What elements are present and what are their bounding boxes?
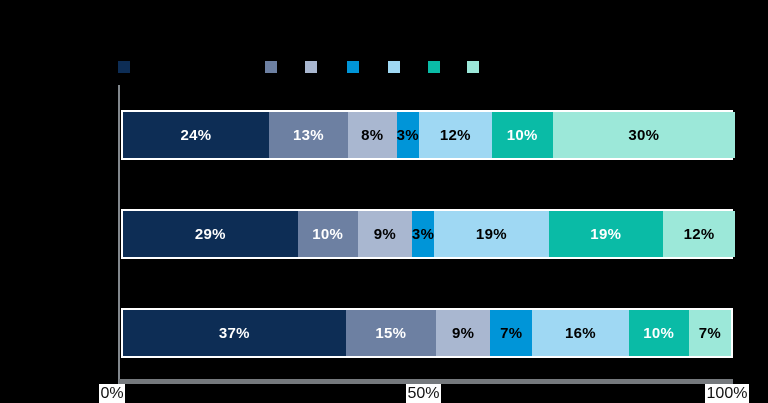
- segment-value-label: 7%: [698, 324, 722, 342]
- bar-segment: 7%: [688, 310, 731, 356]
- segment-value-label: 30%: [628, 126, 660, 144]
- bar-segment: 12%: [662, 211, 736, 257]
- legend-swatch-4: [347, 61, 359, 73]
- segment-value-label: 16%: [565, 324, 596, 342]
- bar-segment: 10%: [491, 112, 553, 158]
- bar-segment: 10%: [628, 310, 689, 356]
- bar-segment: 13%: [268, 112, 348, 158]
- bar-segment: 24%: [123, 112, 269, 158]
- bar-segment: 3%: [396, 112, 419, 158]
- segment-value-label: 7%: [500, 324, 523, 342]
- segment-value-label: 10%: [506, 126, 538, 144]
- segment-value-label: 12%: [683, 225, 715, 243]
- segment-value-label: 15%: [375, 324, 407, 342]
- stacked-bar-row-2: 29% 10% 9% 3% 19% 19% 12%: [121, 209, 736, 259]
- legend-swatch-3: [305, 61, 317, 73]
- bar-segment: 29%: [123, 211, 298, 257]
- segment-value-label: 3%: [396, 126, 419, 144]
- segment-value-label: 10%: [312, 225, 344, 243]
- x-axis-line: [119, 379, 733, 384]
- segment-value-label: 29%: [194, 225, 226, 243]
- legend-swatch-7: [467, 61, 479, 73]
- segment-value-label: 12%: [439, 126, 471, 144]
- bar-segment: 19%: [434, 211, 549, 257]
- stacked-bar-row-1: 24% 13% 8% 3% 12% 10% 30%: [121, 110, 735, 160]
- bar-segment: 30%: [552, 112, 735, 158]
- segment-value-label: 3%: [411, 225, 435, 243]
- legend-swatch-2: [265, 61, 277, 73]
- legend-swatch-5: [388, 61, 400, 73]
- legend-swatch-1: [118, 61, 130, 73]
- segment-value-label: 37%: [218, 324, 250, 342]
- legend-swatch-6: [428, 61, 440, 73]
- bar-segment: 16%: [532, 310, 629, 356]
- bar-segment: 15%: [345, 310, 437, 356]
- y-axis-line: [118, 85, 120, 384]
- x-tick-label-0pct: 0%: [99, 384, 125, 403]
- bar-segment: 37%: [123, 310, 346, 356]
- bar-segment: 19%: [548, 211, 663, 257]
- x-tick-label-100pct: 100%: [705, 384, 749, 403]
- segment-value-label: 24%: [180, 126, 212, 144]
- bar-segment: 9%: [357, 211, 412, 257]
- segment-value-label: 9%: [451, 324, 475, 342]
- segment-value-label: 19%: [475, 225, 507, 243]
- bar-segment: 3%: [411, 211, 435, 257]
- bar-segment: 8%: [347, 112, 397, 158]
- bar-segment: 10%: [297, 211, 358, 257]
- bar-segment: 9%: [436, 310, 491, 356]
- segment-value-label: 10%: [643, 324, 675, 342]
- segment-value-label: 19%: [590, 225, 622, 243]
- segment-value-label: 8%: [361, 126, 384, 144]
- segment-value-label: 9%: [373, 225, 396, 243]
- bar-segment: 12%: [418, 112, 492, 158]
- bar-segment: 7%: [490, 310, 533, 356]
- x-tick-label-50pct: 50%: [406, 384, 441, 403]
- segment-value-label: 13%: [292, 126, 324, 144]
- stacked-bar-row-3: 37% 15% 9% 7% 16% 10% 7%: [121, 308, 733, 358]
